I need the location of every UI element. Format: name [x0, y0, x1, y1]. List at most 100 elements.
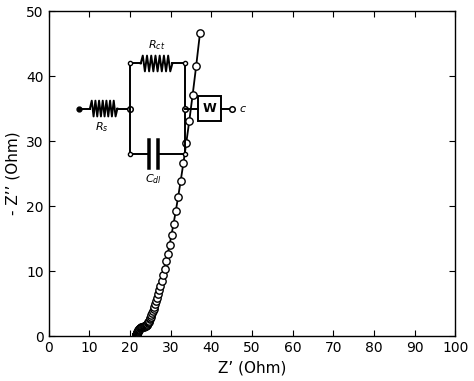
- Point: [132, 333, 140, 339]
- Point: [159, 272, 167, 278]
- Point: [151, 304, 158, 310]
- Point: [133, 330, 141, 336]
- Point: [132, 333, 140, 339]
- Point: [192, 63, 200, 69]
- Point: [139, 324, 146, 330]
- Point: [133, 330, 141, 336]
- Point: [132, 333, 140, 339]
- Point: [162, 258, 170, 264]
- Point: [141, 323, 148, 330]
- Point: [155, 287, 163, 293]
- Point: [153, 295, 161, 301]
- Point: [134, 329, 141, 335]
- Point: [133, 332, 140, 338]
- Point: [135, 327, 142, 333]
- Point: [132, 333, 140, 339]
- Point: [174, 194, 182, 200]
- Point: [133, 331, 140, 338]
- Point: [136, 325, 144, 331]
- Point: [140, 323, 147, 330]
- Point: [133, 331, 140, 337]
- Point: [133, 330, 141, 336]
- Point: [132, 333, 140, 339]
- Point: [164, 251, 172, 257]
- Point: [158, 277, 165, 283]
- Point: [132, 333, 140, 339]
- Point: [134, 328, 142, 335]
- Point: [133, 331, 140, 338]
- Point: [132, 333, 140, 339]
- X-axis label: Z’ (Ohm): Z’ (Ohm): [218, 360, 286, 375]
- Point: [150, 306, 157, 312]
- Point: [143, 322, 151, 328]
- Point: [132, 333, 140, 339]
- Point: [145, 319, 153, 325]
- Point: [133, 333, 140, 339]
- Point: [166, 242, 173, 248]
- Point: [133, 332, 140, 338]
- Point: [134, 329, 141, 335]
- Point: [133, 331, 140, 337]
- Point: [146, 317, 153, 323]
- Point: [146, 316, 154, 322]
- Point: [134, 330, 141, 336]
- Point: [138, 324, 146, 330]
- Point: [132, 333, 140, 339]
- Point: [144, 320, 152, 326]
- Point: [132, 333, 140, 339]
- Point: [133, 332, 140, 338]
- Point: [148, 311, 156, 317]
- Point: [152, 298, 160, 304]
- Point: [133, 331, 141, 337]
- Point: [133, 332, 140, 338]
- Point: [135, 326, 143, 332]
- Point: [132, 333, 140, 339]
- Point: [144, 321, 151, 327]
- Point: [189, 92, 196, 98]
- Point: [136, 326, 143, 332]
- Point: [137, 325, 145, 331]
- Point: [142, 322, 150, 328]
- Point: [185, 117, 193, 123]
- Point: [132, 333, 140, 339]
- Point: [133, 332, 140, 338]
- Point: [132, 333, 140, 339]
- Point: [132, 333, 140, 339]
- Point: [147, 312, 155, 318]
- Point: [133, 331, 140, 338]
- Point: [139, 323, 147, 330]
- Point: [132, 333, 140, 339]
- Point: [145, 319, 152, 325]
- Point: [132, 333, 140, 339]
- Point: [132, 333, 140, 339]
- Point: [132, 333, 140, 339]
- Point: [180, 160, 187, 166]
- Point: [155, 291, 162, 297]
- Point: [132, 333, 140, 339]
- Point: [132, 333, 140, 339]
- Point: [132, 333, 140, 339]
- Point: [132, 333, 140, 339]
- Point: [132, 333, 140, 339]
- Point: [141, 323, 149, 329]
- Point: [133, 332, 140, 338]
- Point: [146, 315, 154, 321]
- Point: [135, 327, 142, 333]
- Point: [132, 333, 140, 339]
- Point: [177, 178, 184, 184]
- Point: [182, 140, 190, 146]
- Point: [151, 301, 159, 307]
- Point: [132, 333, 140, 339]
- Point: [168, 232, 175, 238]
- Point: [133, 332, 140, 338]
- Point: [132, 333, 140, 339]
- Point: [137, 325, 144, 331]
- Y-axis label: - Z’’ (Ohm): - Z’’ (Ohm): [6, 132, 20, 215]
- Point: [134, 328, 142, 334]
- Point: [142, 323, 149, 329]
- Point: [143, 322, 150, 328]
- Point: [132, 333, 140, 339]
- Point: [132, 333, 140, 339]
- Point: [133, 332, 140, 338]
- Point: [133, 332, 140, 338]
